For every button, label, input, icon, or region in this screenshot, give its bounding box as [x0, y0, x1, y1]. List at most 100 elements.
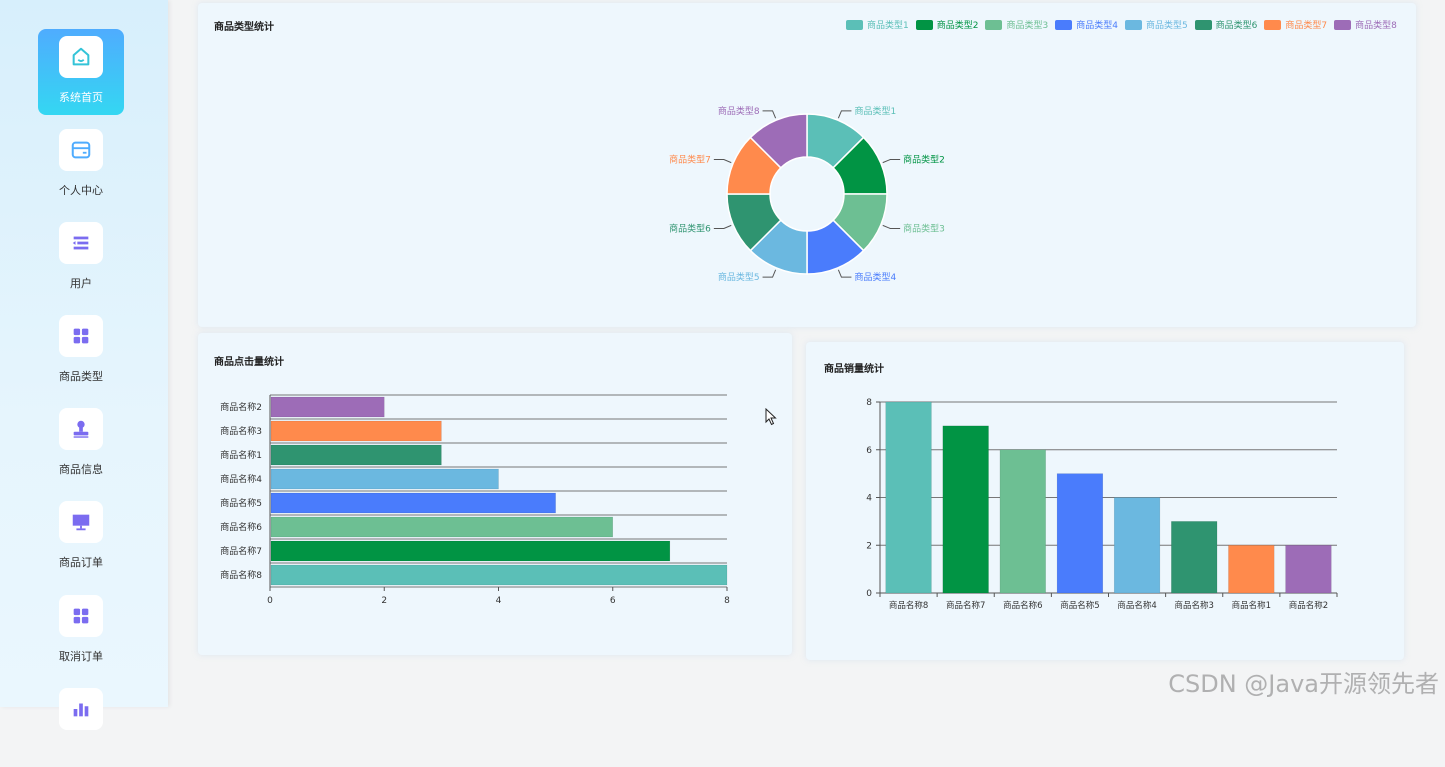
category-label: 商品名称3 — [1174, 600, 1213, 611]
bar — [999, 449, 1046, 594]
sidebar-item-orders[interactable]: 商品订单 — [38, 494, 124, 580]
legend-item[interactable]: 商品类型7 — [1264, 18, 1327, 31]
pie-legend: 商品类型1 商品类型2 商品类型3 商品类型4 商品类型5 商品类型6 商品类型7 商品类型8 — [846, 18, 1404, 31]
donut-label-line — [713, 224, 732, 229]
legend-item[interactable]: 商品类型5 — [1124, 18, 1188, 31]
legend-label: 商品类型7 — [1285, 21, 1328, 31]
sidebar-item-home[interactable]: 系统首页 — [38, 29, 124, 115]
category-label: 商品名称8 — [889, 600, 928, 611]
y-tick-label: 6 — [866, 446, 872, 456]
donut-label-line — [837, 269, 852, 278]
donut-label-line — [762, 110, 777, 119]
bar — [1056, 473, 1104, 594]
category-label: 商品名称4 — [220, 473, 262, 485]
legend-swatch — [1124, 19, 1142, 30]
sidebar-item-label: 系统首页 — [59, 91, 103, 104]
donut-label-line — [837, 110, 852, 119]
legend-label: 商品类型4 — [1076, 21, 1118, 31]
donut-label: 商品类型2 — [903, 154, 945, 166]
legend-swatch — [1194, 19, 1212, 30]
legend-item[interactable]: 商品类型3 — [985, 18, 1048, 31]
category-label: 商品名称6 — [220, 521, 262, 533]
bar — [270, 396, 385, 418]
bar — [1228, 545, 1275, 594]
category-label: 商品名称4 — [1117, 600, 1156, 611]
y-tick-label: 8 — [866, 398, 872, 408]
donut-label: 商品类型8 — [718, 105, 760, 117]
panel-title: 商品类型统计 — [214, 22, 274, 33]
donut-label: 商品类型3 — [903, 222, 945, 234]
bar — [270, 564, 728, 586]
bar — [942, 425, 989, 594]
donut-label: 商品类型4 — [854, 271, 896, 283]
bar — [270, 444, 442, 466]
bar — [270, 468, 499, 490]
mouse-cursor-icon — [765, 408, 777, 426]
category-label: 商品名称1 — [220, 449, 262, 461]
sidebar-item-users[interactable]: 用户 — [38, 215, 124, 301]
sidebar-item-label: 商品类型 — [59, 370, 103, 383]
sidebar-item-label: 取消订单 — [59, 650, 103, 663]
y-tick-label: 0 — [866, 589, 872, 599]
category-label: 商品名称6 — [1003, 600, 1042, 611]
category-label: 商品名称3 — [220, 425, 262, 437]
category-label: 商品名称7 — [946, 600, 985, 611]
y-tick-label: 2 — [866, 541, 872, 551]
bar — [1113, 497, 1161, 594]
legend-item[interactable]: 商品类型1 — [846, 18, 909, 31]
legend-label: 商品类型3 — [1006, 21, 1049, 31]
legend-item[interactable]: 商品类型4 — [1055, 18, 1118, 31]
legend-label: 商品类型5 — [1145, 21, 1188, 31]
user-list-icon — [72, 236, 89, 250]
x-tick-label: 4 — [496, 596, 502, 606]
home-icon — [72, 47, 90, 66]
click-stats-bar-chart: 商品名称2 商品名称3 商品名称1 商品名称4 商品名称5 商品名称6 商品名称7 商品名称8… — [220, 394, 730, 606]
donut-slice — [749, 113, 808, 169]
legend-swatch — [1334, 19, 1352, 30]
panel-title: 商品销量统计 — [824, 364, 884, 375]
x-tick-label: 6 — [610, 596, 616, 606]
x-tick-label: 0 — [267, 596, 273, 606]
legend-label: 商品类型2 — [936, 21, 979, 31]
sidebar-item-product-type[interactable]: 商品类型 — [38, 308, 124, 394]
donut-label: 商品类型6 — [669, 222, 711, 234]
panel-title: 商品点击量统计 — [214, 357, 284, 368]
legend-swatch — [1055, 19, 1073, 30]
donut-label: 商品类型7 — [669, 154, 711, 166]
legend-label: 商品类型6 — [1215, 21, 1258, 31]
grid-icon — [73, 608, 89, 624]
bar — [270, 492, 556, 514]
wallet-icon — [71, 141, 91, 159]
legend-item[interactable]: 商品类型2 — [915, 18, 979, 31]
sidebar-item-more[interactable] — [38, 681, 124, 767]
sidebar: 系统首页 个人中心 用户 商品类型 商品信息 商品订单 取消订单 — [0, 0, 168, 730]
donut-label-line — [762, 269, 777, 278]
monitor-icon — [72, 514, 90, 531]
sidebar-item-product-info[interactable]: 商品信息 — [38, 401, 124, 487]
category-label: 商品名称5 — [1060, 600, 1099, 611]
y-tick-label: 4 — [866, 494, 872, 504]
legend-item[interactable]: 商品类型6 — [1194, 18, 1258, 31]
donut-label-line — [713, 159, 732, 164]
watermark: CSDN @Java开源领先者 — [1168, 670, 1439, 698]
x-tick-label: 8 — [724, 596, 730, 606]
legend-label: 商品类型1 — [867, 21, 909, 31]
category-label: 商品名称8 — [220, 569, 262, 581]
bar-chart-icon — [73, 703, 89, 717]
bar — [1285, 545, 1332, 594]
category-label: 商品名称2 — [220, 401, 262, 413]
sidebar-item-cancel-orders[interactable]: 取消订单 — [38, 588, 124, 674]
sidebar-item-profile[interactable]: 个人中心 — [38, 122, 124, 208]
bar — [270, 420, 442, 442]
donut-label-line — [882, 224, 901, 229]
sidebar-item-label: 用户 — [70, 277, 92, 290]
legend-swatch — [915, 19, 933, 30]
type-stats-donut-chart: 商品类型1 商品类型2 商品类型3 商品类型4 商品类型5 商品类型6 商品类型7 商品类型8 — [669, 105, 945, 283]
donut-label: 商品类型5 — [718, 271, 760, 283]
bar — [1171, 521, 1218, 594]
legend-item[interactable]: 商品类型8 — [1334, 18, 1397, 31]
category-label: 商品名称5 — [220, 497, 262, 509]
x-tick-label: 2 — [381, 596, 387, 606]
bar — [270, 516, 613, 538]
donut-label-line — [882, 159, 901, 164]
